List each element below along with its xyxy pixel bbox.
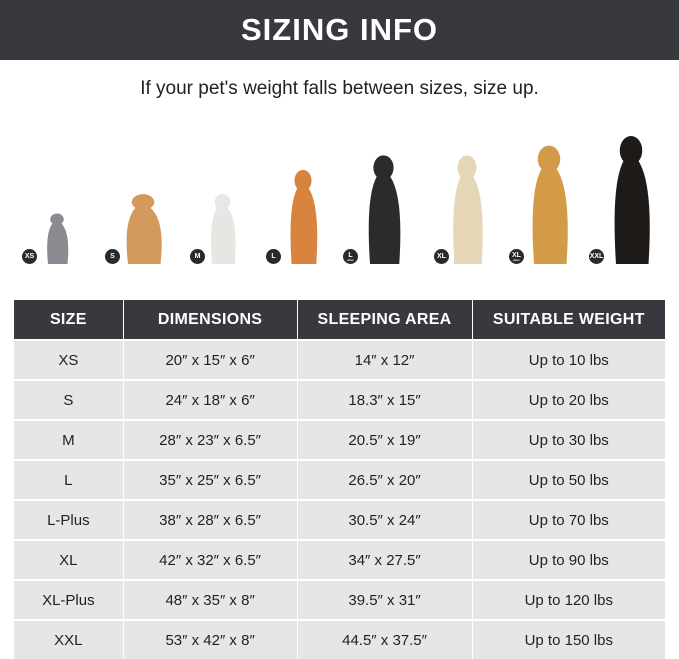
table-cell: Up to 120 lbs xyxy=(472,579,665,620)
table-cell: M xyxy=(14,419,124,460)
table-cell: 39.5″ x 31″ xyxy=(297,579,473,620)
size-badge-l: L xyxy=(266,249,281,264)
table-cell: 20″ x 15″ x 6″ xyxy=(123,339,298,380)
table-cell: Up to 150 lbs xyxy=(472,619,665,659)
table-cell: 38″ x 28″ x 6.5″ xyxy=(123,499,298,540)
table-cell: Up to 90 lbs xyxy=(472,539,665,580)
table-cell: Up to 20 lbs xyxy=(472,379,665,420)
column-header: SUITABLE WEIGHT xyxy=(472,300,665,340)
badge-label: M xyxy=(194,253,201,260)
table-cell: 20.5″ x 19″ xyxy=(297,419,473,460)
table-row: XS 20″ x 15″ x 6″ 14″ x 12″ Up to 10 lbs xyxy=(14,339,665,380)
table-cell: L-Plus xyxy=(14,499,124,540)
table-row: M 28″ x 23″ x 6.5″ 20.5″ x 19″ Up to 30 lbs xyxy=(14,419,665,460)
table-row: XXL 53″ x 42″ x 8″ 44.5″ x 37.5″ Up to 150 … xyxy=(14,619,665,659)
table-cell: 42″ x 32″ x 6.5″ xyxy=(123,539,298,580)
table-cell: 26.5″ x 20″ xyxy=(297,459,473,500)
table-row: S 24″ x 18″ x 6″ 18.3″ x 15″ Up to 20 lbs xyxy=(14,379,665,420)
cat-image xyxy=(42,212,72,264)
doberman-image xyxy=(606,132,656,264)
subtitle: If your pet's weight falls between sizes… xyxy=(140,78,539,99)
table-cell: Up to 10 lbs xyxy=(472,339,665,380)
table-cell: 24″ x 18″ x 6″ xyxy=(123,379,298,420)
badge-label: XL xyxy=(512,251,521,259)
table-cell: 44.5″ x 37.5″ xyxy=(297,619,473,659)
column-header: SIZE xyxy=(14,300,124,340)
shiba-inu-image xyxy=(284,167,322,264)
table-cell: Up to 30 lbs xyxy=(472,419,665,460)
table-cell: 28″ x 23″ x 6.5″ xyxy=(123,419,298,460)
table-row: XL-Plus 48″ x 35″ x 8″ 39.5″ x 31″ Up to 12… xyxy=(14,579,665,620)
table-row: XL 42″ x 32″ x 6.5″ 34″ x 27.5″ Up to 90 lb… xyxy=(14,539,665,580)
table-cell: 30.5″ x 24″ xyxy=(297,499,473,540)
border-collie-image xyxy=(361,152,406,264)
column-header: SLEEPING AREA xyxy=(297,300,473,340)
badge-label: XXL xyxy=(589,253,604,260)
table-cell: XL xyxy=(14,539,124,580)
table-cell: Up to 50 lbs xyxy=(472,459,665,500)
french-bulldog-image xyxy=(205,192,240,264)
page-title: SIZING INFO xyxy=(241,12,438,47)
sizing-table: SIZE DIMENSIONS SLEEPING AREA SUITABLE WEIG… xyxy=(14,300,665,659)
table-row: L 35″ x 25″ x 6.5″ 26.5″ x 20″ Up to 50 lbs xyxy=(14,459,665,500)
size-badge-s: S xyxy=(105,249,120,264)
badge-label: XL xyxy=(437,253,446,260)
page-title-banner: SIZING INFO xyxy=(0,0,679,60)
table-cell: 14″ x 12″ xyxy=(297,339,473,380)
badge-plus: plus xyxy=(347,257,354,262)
badge-label: L xyxy=(348,251,353,259)
badge-plus: plus xyxy=(513,257,520,262)
table-cell: L xyxy=(14,459,124,500)
size-badge-xs: XS xyxy=(22,249,37,264)
table-cell: XS xyxy=(14,339,124,380)
badge-label: XS xyxy=(24,253,35,260)
labrador-image xyxy=(446,152,488,264)
badge-label: S xyxy=(110,253,115,260)
table-cell: XXL xyxy=(14,619,124,659)
badge-label: L xyxy=(271,253,276,260)
column-header: DIMENSIONS xyxy=(123,300,298,340)
table-cell: Up to 70 lbs xyxy=(472,499,665,540)
table-cell: XL-Plus xyxy=(14,579,124,620)
size-badge-xl: XL xyxy=(434,249,449,264)
size-badge-xxl: XXL xyxy=(589,249,604,264)
size-badge-m: M xyxy=(190,249,205,264)
pomeranian-image xyxy=(118,192,168,264)
table-cell: 48″ x 35″ x 8″ xyxy=(123,579,298,620)
table-cell: 53″ x 42″ x 8″ xyxy=(123,619,298,659)
table-row: L-Plus 38″ x 28″ x 6.5″ 30.5″ x 24″ Up to 7… xyxy=(14,499,665,540)
table-cell: 34″ x 27.5″ xyxy=(297,539,473,580)
table-cell: 18.3″ x 15″ xyxy=(297,379,473,420)
table-cell: 35″ x 25″ x 6.5″ xyxy=(123,459,298,500)
size-badge-xl-plus: XL plus xyxy=(509,249,524,264)
golden-retriever-image xyxy=(524,142,574,264)
table-cell: S xyxy=(14,379,124,420)
